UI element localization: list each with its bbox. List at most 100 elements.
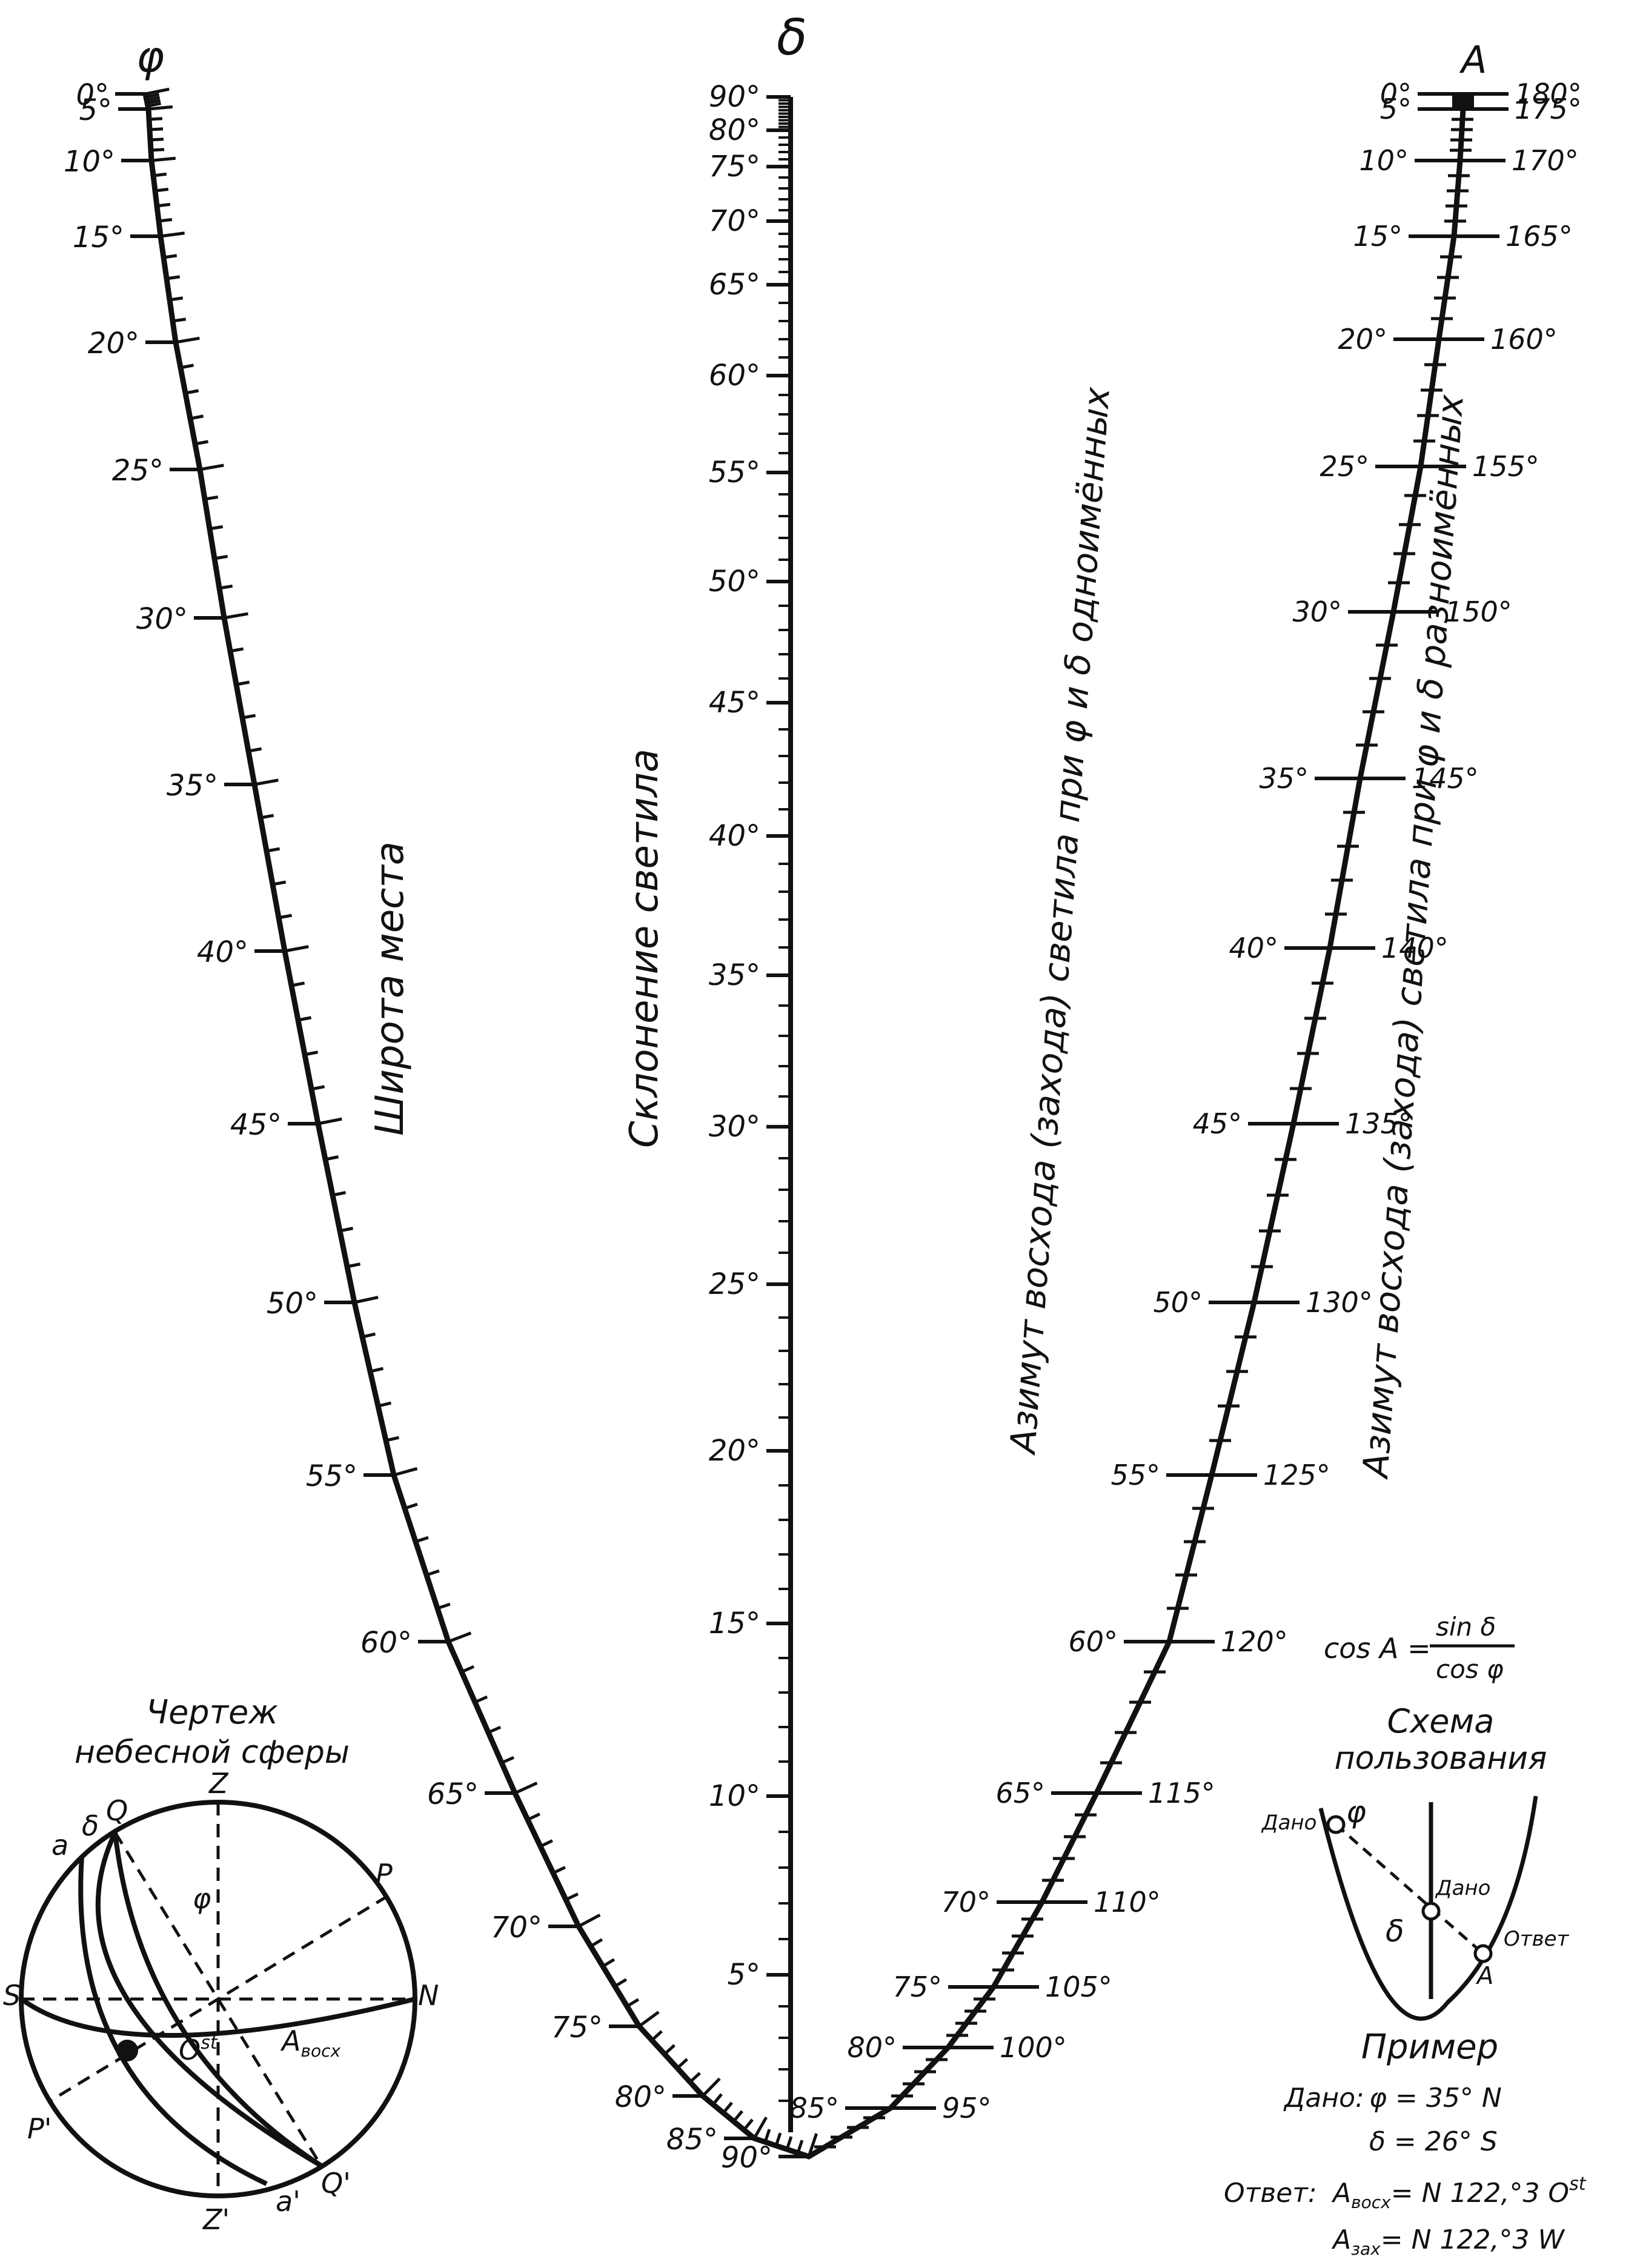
latitude-title: Широта места: [368, 841, 413, 1136]
azimuth-label-right: 130°: [1306, 1286, 1373, 1319]
azimuth-opposite-title: Азимут восхода (захода) светила при φ и …: [1355, 393, 1472, 1481]
latitude-tick: [426, 1569, 440, 1577]
latitude-tick: [702, 2077, 721, 2097]
latitude-label: 0°: [76, 78, 109, 112]
sphere-label-s: S: [3, 1979, 21, 2012]
latitude-tick: [377, 1401, 392, 1408]
azimuth-label-right: 105°: [1045, 1971, 1112, 2003]
latitude-tick: [339, 1227, 354, 1233]
sphere-label-z-prime: Z': [202, 2203, 230, 2236]
latitude-tick: [354, 1296, 379, 1304]
formula-denominator: cos φ: [1436, 1654, 1504, 1684]
sphere-meridian-arc: [95, 1831, 323, 2168]
example: Пример Дано: φ = 35° N δ = 26° S Ответ: …: [1224, 2028, 1587, 2259]
declination-label: 10°: [709, 1779, 760, 1813]
latitude-tick: [626, 1998, 640, 2008]
latitude-tick: [614, 1978, 628, 1988]
latitude-tick: [194, 440, 209, 446]
latitude-tick: [260, 814, 274, 820]
azimuth-label-left: 75°: [892, 1971, 942, 2003]
latitude-tick: [284, 945, 309, 953]
latitude-tick: [526, 1812, 540, 1822]
latitude-label: 50°: [267, 1287, 318, 1321]
latitude-tick: [304, 1050, 319, 1056]
azimuth-label-left: 40°: [1229, 932, 1278, 964]
sphere-label-p-prime: P': [27, 2112, 51, 2145]
scheme-delta: δ: [1386, 1914, 1404, 1949]
latitude-label: 90°: [721, 2141, 772, 2175]
latitude-tick: [278, 913, 293, 920]
latitude-tick: [514, 1782, 538, 1795]
latitude-tick: [651, 2030, 663, 2041]
latitude-tick: [448, 1631, 472, 1643]
latitude-tick: [219, 584, 233, 590]
azimuth-label-right: 100°: [1000, 2031, 1067, 2064]
latitude-label: 85°: [666, 2123, 718, 2157]
latitude-tick: [487, 1725, 502, 1734]
azimuth-label-left: 5°: [1380, 93, 1412, 125]
sphere-title-2: небесной сферы: [75, 1734, 350, 1771]
azimuth-label-left: 25°: [1320, 450, 1369, 483]
latitude-tick: [150, 138, 164, 142]
scheme-curve: [1318, 1795, 1538, 2021]
latitude-tick: [347, 1262, 361, 1268]
latitude-tick: [774, 2132, 782, 2146]
azimuth-label-right: 125°: [1263, 1459, 1330, 1491]
scheme-dashed-line: [1335, 1823, 1484, 1955]
azimuth-label-left: 85°: [789, 2092, 839, 2124]
latitude-tick: [676, 2058, 688, 2069]
latitude-tick: [732, 2110, 743, 2123]
latitude-tick: [214, 554, 228, 560]
usage-scheme: Схема пользования Дано φ Дано δ Ответ A: [1261, 1702, 1570, 2021]
latitude-tick: [204, 495, 219, 501]
latitude-tick: [180, 363, 194, 370]
declination-scale: 90°80°75° 70° 65° 60° 55° 50° 45° 40° 35° 30° 25° 2…: [709, 80, 793, 2132]
latitude-tick: [209, 525, 224, 531]
latitude-tick: [154, 187, 169, 193]
latitude-label: 40°: [197, 935, 248, 969]
example-given-label: Дано:: [1283, 2083, 1364, 2114]
azimuth-label-right: 175°: [1515, 93, 1582, 125]
latitude-label: 80°: [615, 2080, 666, 2114]
latitude-tick: [311, 1085, 325, 1091]
latitude-tick: [149, 127, 164, 131]
latitude-label: 30°: [136, 602, 188, 636]
latitude-tick: [266, 847, 281, 853]
formula-numerator: sin δ: [1436, 1612, 1496, 1642]
latitude-tick: [151, 156, 176, 162]
sphere-label-q: Q: [106, 1794, 128, 1827]
latitude-tick: [224, 612, 248, 620]
latitude-tick: [763, 2129, 771, 2143]
azimuth-label-right: 95°: [942, 2092, 992, 2124]
latitude-tick: [146, 96, 161, 102]
latitude-tick: [589, 1938, 603, 1948]
azimuth-label-left: 10°: [1359, 144, 1409, 177]
sphere-diurnal-arc-1: [78, 1856, 268, 2186]
latitude-label: 45°: [230, 1108, 282, 1142]
latitude-tick: [199, 463, 224, 471]
declination-label: 70°: [709, 204, 760, 238]
declination-label: 40°: [709, 819, 760, 853]
azimuth-label-right: 160°: [1490, 323, 1558, 356]
azimuth-label-left: 50°: [1153, 1286, 1203, 1319]
latitude-tick: [236, 680, 250, 686]
latitude-azimuth-curve: 0°5°10°15°20°25°30°35°40°45°50°55°60°65°…: [64, 78, 1466, 2175]
latitude-tick: [291, 981, 305, 987]
latitude-tick: [362, 1332, 376, 1339]
declination-label: 50°: [709, 565, 760, 598]
latitude-tick: [404, 1502, 418, 1510]
sphere-label-q-prime: Q': [321, 2167, 351, 2200]
latitude-tick: [242, 714, 256, 720]
scheme-delta-point: [1421, 1902, 1441, 1921]
azimuth-label-left: 45°: [1192, 1107, 1242, 1140]
latitude-tick: [712, 2093, 723, 2106]
latitude-tick: [145, 87, 170, 96]
sphere-axis-line: [47, 1894, 389, 2104]
scheme-title-1: Схема: [1387, 1702, 1495, 1740]
latitude-label: 70°: [491, 1911, 542, 1945]
example-answer-1: Aвосх= N 122,°3 Ost: [1331, 2174, 1587, 2212]
sphere-label-n: N: [418, 1979, 439, 2012]
latitude-tick: [437, 1602, 451, 1610]
azimuth-label-right: 150°: [1445, 595, 1512, 628]
